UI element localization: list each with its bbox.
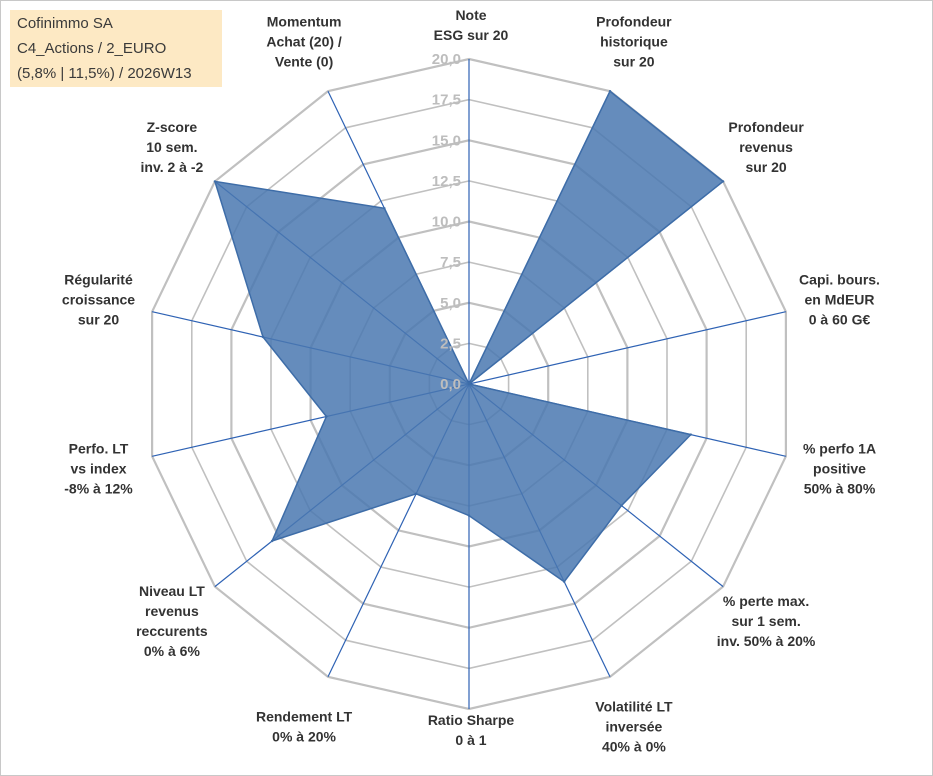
axis-label: Z-score 10 sem. inv. 2 à -2 bbox=[141, 119, 204, 175]
tick-label: 2,5 bbox=[440, 335, 461, 352]
axis-labels: Note ESG sur 20 Profondeur historique sur 20… bbox=[62, 7, 880, 754]
axis-label: Profondeur revenus sur 20 bbox=[728, 119, 804, 175]
data-point bbox=[414, 492, 418, 495]
series-layer bbox=[213, 90, 725, 583]
axis-spoke bbox=[468, 311, 787, 385]
data-point bbox=[270, 539, 274, 543]
axis-label: Perfo. LT vs index -8% à 12% bbox=[64, 441, 133, 497]
axis-label: Note ESG sur 20 bbox=[434, 7, 509, 43]
data-point bbox=[213, 180, 217, 183]
tick-label: 5,0 bbox=[440, 295, 461, 312]
tick-label: 12,5 bbox=[432, 173, 461, 190]
axis-label: % perfo 1A positive 50% à 80% bbox=[803, 441, 876, 497]
axis-label: Niveau LT revenus reccurents 0% à 6% bbox=[136, 583, 208, 659]
data-point bbox=[689, 433, 692, 436]
data-point bbox=[620, 504, 623, 507]
data-point bbox=[721, 180, 725, 183]
tick-label: 15,0 bbox=[432, 132, 461, 149]
tick-label: 7,5 bbox=[440, 254, 461, 271]
axis-label: Ratio Sharpe 0 à 1 bbox=[428, 712, 515, 748]
tick-label: 10,0 bbox=[432, 214, 461, 231]
axis-label: Régularité croissance sur 20 bbox=[62, 271, 135, 327]
tick-label: 0,0 bbox=[440, 376, 461, 393]
data-point bbox=[608, 90, 612, 93]
axis-label: Momentum Achat (20) / Vente (0) bbox=[266, 14, 342, 70]
info-range-week: (5,8% | 11,5%) / 2026W13 bbox=[17, 65, 192, 82]
data-point bbox=[325, 415, 328, 418]
axis-label: Rendement LT 0% à 20% bbox=[256, 708, 353, 744]
tick-labels: 0,0 2,5 5,0 7,5 10,0 12,5 15,0 17,5 20,0 bbox=[432, 51, 461, 393]
tick-label: 20,0 bbox=[432, 51, 461, 68]
axis-label: % perte max. sur 1 sem. inv. 50% à 20% bbox=[717, 593, 816, 649]
info-box: Cofinimmo SA C4_Actions / 2_EURO (5,8% |… bbox=[10, 10, 222, 87]
data-point bbox=[383, 207, 386, 210]
axis-label: Capi. bours. en MdEUR 0 à 60 G€ bbox=[799, 271, 880, 327]
data-point bbox=[467, 514, 471, 517]
axis-label: Profondeur historique sur 20 bbox=[596, 14, 672, 70]
data-point bbox=[563, 580, 566, 583]
axis-label: Volatilité LT inversée 40% à 0% bbox=[595, 698, 673, 754]
data-point bbox=[467, 382, 471, 386]
tick-label: 17,5 bbox=[432, 92, 461, 109]
info-company-name: Cofinimmo SA bbox=[17, 15, 113, 32]
data-point bbox=[261, 335, 265, 339]
info-category: C4_Actions / 2_EURO bbox=[17, 40, 167, 57]
